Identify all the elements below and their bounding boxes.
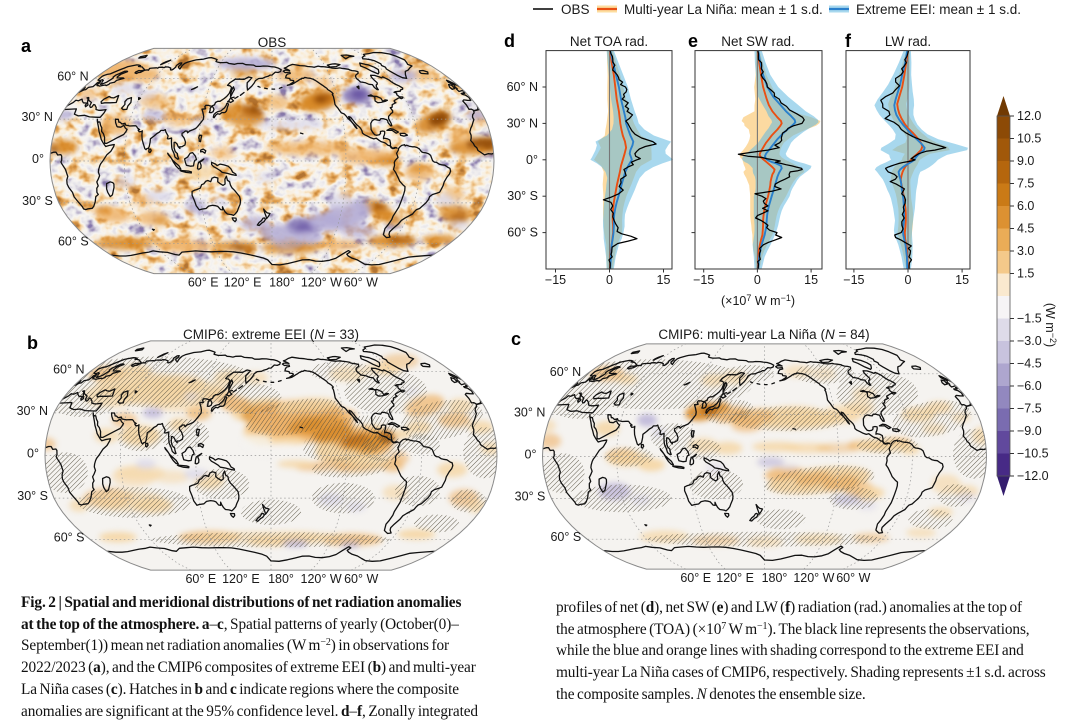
svg-text:(W m−2): (W m−2)	[1043, 303, 1058, 347]
svg-text:60° E: 60° E	[680, 571, 711, 585]
svg-text:120° W: 120° W	[301, 572, 342, 586]
svg-text:120° E: 120° E	[222, 572, 260, 586]
svg-text:60° W: 60° W	[344, 572, 378, 586]
svg-text:c: c	[511, 329, 521, 349]
svg-text:6.0: 6.0	[1017, 199, 1034, 213]
svg-text:30° S: 30° S	[507, 189, 538, 203]
svg-text:60° E: 60° E	[188, 276, 219, 290]
svg-text:−1.5: −1.5	[1017, 312, 1042, 326]
svg-text:60° N: 60° N	[57, 69, 88, 83]
svg-text:120° W: 120° W	[793, 571, 834, 585]
svg-text:60° S: 60° S	[54, 531, 85, 545]
svg-text:0: 0	[606, 273, 613, 287]
svg-text:7.5: 7.5	[1017, 177, 1034, 191]
svg-text:180°: 180°	[762, 571, 788, 585]
svg-text:12.0: 12.0	[1017, 109, 1041, 123]
svg-text:180°: 180°	[269, 276, 295, 290]
svg-text:Extreme EEI: mean ± 1 s.d.: Extreme EEI: mean ± 1 s.d.	[856, 2, 1021, 17]
svg-text:30° N: 30° N	[514, 406, 545, 420]
svg-text:−9.0: −9.0	[1017, 424, 1042, 438]
svg-text:OBS: OBS	[561, 2, 590, 17]
svg-text:30° S: 30° S	[22, 194, 53, 208]
svg-text:30° N: 30° N	[21, 110, 52, 124]
svg-text:0°: 0°	[525, 448, 537, 462]
svg-text:Multi-year La Niña: mean ± 1 s: Multi-year La Niña: mean ± 1 s.d.	[624, 2, 823, 17]
svg-text:60° N: 60° N	[53, 362, 84, 376]
svg-text:0°: 0°	[27, 447, 39, 461]
svg-text:−7.5: −7.5	[1017, 402, 1042, 416]
svg-text:30° N: 30° N	[507, 116, 538, 130]
svg-text:60° N: 60° N	[550, 365, 581, 379]
svg-text:−15: −15	[693, 273, 714, 287]
svg-text:15: 15	[804, 273, 818, 287]
svg-text:60° N: 60° N	[507, 80, 538, 94]
svg-text:0°: 0°	[32, 152, 44, 166]
svg-text:4.5: 4.5	[1017, 222, 1034, 236]
svg-text:1.5: 1.5	[1017, 267, 1034, 281]
svg-text:15: 15	[955, 273, 969, 287]
svg-text:(×107 W m−1): (×107 W m−1)	[721, 293, 795, 308]
svg-text:−6.0: −6.0	[1017, 379, 1042, 393]
svg-text:a: a	[21, 36, 32, 56]
svg-text:60° S: 60° S	[58, 235, 89, 249]
svg-text:b: b	[27, 333, 38, 353]
svg-text:60° E: 60° E	[185, 572, 216, 586]
svg-text:60° S: 60° S	[550, 530, 581, 544]
svg-text:−12.0: −12.0	[1017, 469, 1049, 483]
svg-text:120° W: 120° W	[301, 276, 342, 290]
svg-text:120° E: 120° E	[224, 276, 262, 290]
svg-text:60° W: 60° W	[344, 276, 378, 290]
svg-text:15: 15	[657, 273, 671, 287]
svg-text:30° N: 30° N	[17, 404, 48, 418]
svg-text:e: e	[688, 31, 698, 51]
svg-text:60° W: 60° W	[836, 571, 870, 585]
svg-text:9.0: 9.0	[1017, 154, 1034, 168]
svg-text:−4.5: −4.5	[1017, 357, 1042, 371]
svg-text:−3.0: −3.0	[1017, 334, 1042, 348]
svg-text:Net SW rad.: Net SW rad.	[721, 34, 795, 49]
svg-text:f: f	[845, 31, 852, 51]
svg-text:LW rad.: LW rad.	[885, 34, 931, 49]
svg-text:−10.5: −10.5	[1017, 447, 1049, 461]
svg-text:30° S: 30° S	[515, 489, 546, 503]
svg-text:60° S: 60° S	[507, 226, 538, 240]
svg-text:3.0: 3.0	[1017, 244, 1034, 258]
svg-text:Net TOA rad.: Net TOA rad.	[570, 34, 648, 49]
svg-text:180°: 180°	[268, 572, 294, 586]
svg-text:−15: −15	[843, 273, 864, 287]
svg-text:120° E: 120° E	[716, 571, 754, 585]
svg-text:0°: 0°	[526, 153, 538, 167]
svg-text:0: 0	[905, 273, 912, 287]
svg-text:30° S: 30° S	[17, 489, 48, 503]
svg-text:OBS: OBS	[258, 35, 287, 50]
svg-text:CMIP6: extreme EEI (N = 33): CMIP6: extreme EEI (N = 33)	[183, 327, 359, 342]
svg-text:CMIP6: multi-year La Niña (N =: CMIP6: multi-year La Niña (N = 84)	[658, 327, 869, 342]
svg-text:d: d	[504, 31, 515, 51]
svg-text:0: 0	[754, 273, 761, 287]
svg-text:−15: −15	[545, 273, 566, 287]
svg-text:10.5: 10.5	[1017, 132, 1041, 146]
